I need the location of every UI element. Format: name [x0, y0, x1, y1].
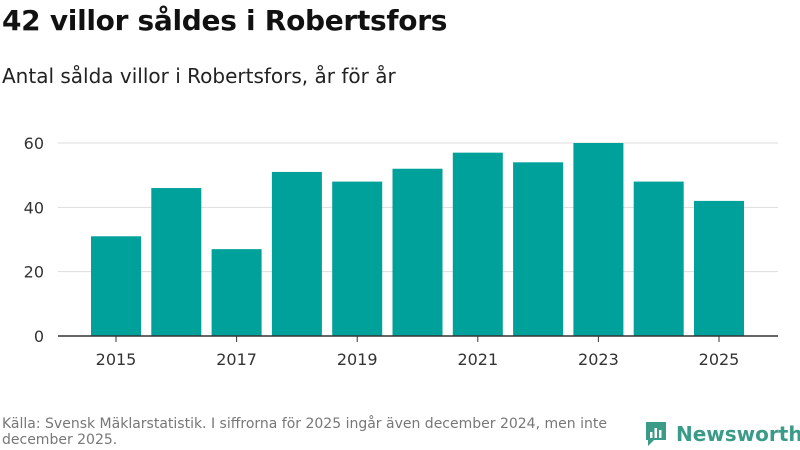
- chart-title: 42 villor såldes i Robertsfors: [2, 4, 448, 37]
- x-tick-label: 2019: [337, 350, 378, 369]
- bar: [151, 188, 202, 336]
- y-tick-label: 0: [34, 327, 44, 346]
- chart-subtitle: Antal sålda villor i Robertsfors, år för…: [2, 64, 396, 88]
- newsworthy-logo: Newsworthy: [644, 419, 800, 449]
- x-tick-label: 2015: [96, 350, 137, 369]
- y-tick-label: 60: [24, 134, 44, 153]
- bar: [332, 181, 383, 336]
- bar: [633, 181, 684, 336]
- y-tick-label: 40: [24, 198, 44, 217]
- bar-chart: 0 20 40 60 2015 2017 2019 2021 2023 2025: [24, 134, 778, 369]
- bar: [573, 143, 624, 336]
- bar: [694, 200, 744, 336]
- x-tick-label: 2021: [457, 350, 498, 369]
- bar: [392, 168, 443, 336]
- source-note: Källa: Svensk Mäklarstatistik. I siffror…: [2, 416, 607, 448]
- x-tick-label: 2025: [699, 350, 740, 369]
- bar: [513, 162, 564, 336]
- x-tick-label: 2023: [578, 350, 619, 369]
- x-tick-label: 2017: [216, 350, 257, 369]
- y-tick-label: 20: [24, 263, 44, 282]
- bar: [211, 249, 262, 336]
- bar: [91, 236, 141, 336]
- bar: [271, 171, 322, 336]
- logo-text: Newsworthy: [676, 422, 800, 446]
- bar-chart-logo-icon: [646, 422, 666, 446]
- bar: [452, 152, 503, 336]
